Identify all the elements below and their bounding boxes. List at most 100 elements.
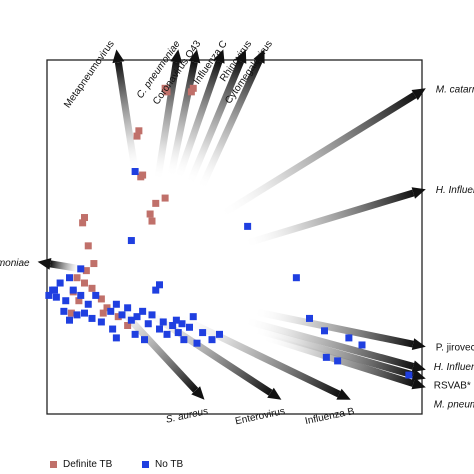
loading-label-rsvab-11: RSVAB* [434,381,471,392]
arrowhead-m-pneumoniae-12 [411,377,426,390]
legend-swatch-definite-tb [50,461,57,468]
point-definite-tb-18 [81,279,88,287]
loading-label-enterovirus-14: Enterovirus [234,406,286,427]
arrowhead-metapneumovirus-0 [112,49,125,64]
point-definite-tb-4 [135,127,143,135]
point-no-tb-50 [334,357,342,365]
legend-swatch-no-tb [142,461,149,468]
loading-label-metapneumovirus-0: Metapneumovirus [62,39,117,110]
point-no-tb-46 [141,336,148,344]
arrowhead-h-influenzae-7 [411,187,426,199]
legend-item-definite-tb: Definite TB [50,459,112,470]
point-no-tb-4 [77,265,85,273]
point-no-tb-53 [405,371,413,379]
arrowhead-influenza-c-3 [213,49,225,64]
point-no-tb-15 [66,316,73,324]
point-no-tb-24 [127,316,135,324]
point-definite-tb-11 [148,217,156,225]
arrowhead-c-pneumoniae-1 [170,49,183,64]
point-no-tb-55 [45,291,53,299]
point-no-tb-30 [159,318,167,326]
point-no-tb-11 [77,291,85,299]
point-no-tb-40 [199,329,207,337]
point-definite-tb-2 [189,84,197,92]
point-no-tb-8 [52,293,60,301]
point-definite-tb-27 [124,322,132,329]
point-no-tb-27 [144,320,152,328]
loading-label-p-jirovecii-9: P. jirovecii [436,343,474,354]
arrowhead-s-pneumoniae-8 [37,258,52,270]
arrowhead-rhinovirus-4 [235,49,247,64]
arrowhead-m-catarrhalis-6 [411,88,426,101]
point-no-tb-43 [109,325,117,333]
data-points [45,84,413,379]
loading-label-s-aureus-13: S. aureus [165,406,209,426]
point-no-tb-13 [92,291,100,299]
point-no-tb-32 [169,322,177,329]
loading-label-h-influenzae-7: H. Influenzae [436,185,474,196]
point-definite-tb-12 [81,214,88,222]
point-no-tb-6 [56,279,64,287]
point-definite-tb-7 [137,173,145,181]
legend-label-definite-tb: Definite TB [63,459,113,470]
point-no-tb-22 [118,311,126,319]
point-definite-tb-25 [67,309,75,317]
arrowhead-p-jirovecii-9 [411,338,426,350]
point-no-tb-17 [81,309,88,317]
point-no-tb-52 [345,334,353,342]
point-no-tb-18 [88,314,96,322]
point-no-tb-56 [152,286,160,294]
point-no-tb-35 [178,320,186,328]
arrowhead-rsvab-11 [411,369,426,381]
loading-arrow-metapneumovirus-0 [114,61,139,173]
point-no-tb-31 [163,330,171,338]
arrowhead-h-influenzae-10 [411,360,426,373]
point-no-tb-0 [131,168,139,176]
point-no-tb-36 [180,336,188,344]
point-definite-tb-10 [152,199,160,207]
point-no-tb-23 [124,304,132,312]
point-no-tb-21 [112,300,120,308]
point-no-tb-47 [306,314,313,322]
loading-label-m-catarrhalis-6: M. catarrhalis [436,84,474,95]
arrowhead-enterovirus-14 [267,387,282,400]
point-no-tb-5 [66,274,73,282]
loading-arrow-rsvab-11 [252,325,415,379]
point-no-tb-37 [186,323,193,331]
arrowhead-influenza-b-15 [336,388,351,400]
point-definite-tb-3 [187,88,195,96]
point-no-tb-33 [174,329,182,337]
point-definite-tb-9 [161,194,169,202]
point-no-tb-16 [73,311,81,319]
point-definite-tb-15 [90,260,98,268]
point-no-tb-49 [322,353,330,361]
loading-arrow-m-catarrhalis-6 [217,92,417,219]
legend-label-no-tb: No TB [155,459,184,470]
point-no-tb-48 [321,327,328,335]
point-definite-tb-0 [161,84,169,92]
point-no-tb-12 [84,300,92,308]
point-definite-tb-5 [133,132,141,140]
point-no-tb-19 [97,318,105,326]
loading-arrow-s-pneumoniae-8 [49,260,82,273]
point-no-tb-38 [189,313,197,321]
point-definite-tb-8 [146,210,154,218]
point-no-tb-45 [131,330,139,338]
point-definite-tb-1 [163,88,171,96]
arrowhead-coronavirus-o43-2 [188,49,201,64]
loading-label-m-pneumoniae-12: M. pneumoniae [434,399,474,410]
point-no-tb-2 [244,222,252,230]
loading-arrow-h-influenzae-7 [242,189,415,248]
loading-label-s-pneumoniae-8: S. pneumoniae [0,258,30,269]
legend-item-no-tb: No TB [142,459,183,470]
loading-arrow-cytomegalovirus-5 [197,59,263,191]
point-definite-tb-14 [84,242,92,250]
loading-arrow-h-influenzae-10 [242,316,415,370]
point-no-tb-25 [133,313,141,321]
point-no-tb-41 [208,336,216,344]
loading-arrow-s-aureus-13 [110,298,199,393]
loading-label-influenza-b-15: Influenza B [304,406,356,427]
point-no-tb-34 [172,316,180,324]
point-definite-tb-22 [97,295,105,303]
point-definite-tb-17 [73,274,81,282]
